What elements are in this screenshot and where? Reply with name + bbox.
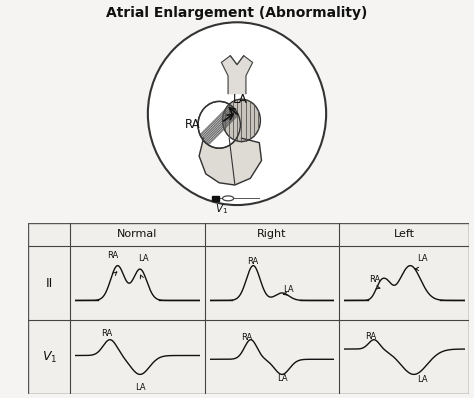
Text: LA: LA: [277, 374, 287, 383]
Text: II: II: [46, 277, 53, 289]
Text: LA: LA: [283, 285, 293, 294]
Text: LA: LA: [233, 93, 248, 106]
Ellipse shape: [222, 196, 234, 201]
Text: RA: RA: [107, 251, 118, 260]
Text: RA: RA: [241, 333, 253, 342]
Text: Left: Left: [394, 229, 415, 240]
Ellipse shape: [222, 99, 260, 142]
Text: $V_1$: $V_1$: [42, 349, 57, 365]
Text: LA: LA: [417, 375, 428, 384]
Text: RA: RA: [247, 258, 259, 266]
Text: $V_1$: $V_1$: [215, 203, 228, 217]
Ellipse shape: [198, 101, 240, 148]
Text: Normal: Normal: [118, 229, 158, 240]
Polygon shape: [199, 138, 262, 185]
Text: RA: RA: [184, 118, 200, 131]
Text: Atrial Enlargement (Abnormality): Atrial Enlargement (Abnormality): [106, 6, 368, 20]
Bar: [212, 196, 219, 201]
Text: Right: Right: [257, 229, 287, 240]
Ellipse shape: [148, 22, 326, 205]
Text: LA: LA: [417, 254, 428, 263]
Text: RA: RA: [365, 332, 376, 341]
Text: RA: RA: [369, 275, 380, 284]
Polygon shape: [221, 56, 253, 94]
Text: RA: RA: [100, 329, 112, 338]
Text: LA: LA: [135, 383, 146, 392]
Text: LA: LA: [138, 254, 149, 263]
